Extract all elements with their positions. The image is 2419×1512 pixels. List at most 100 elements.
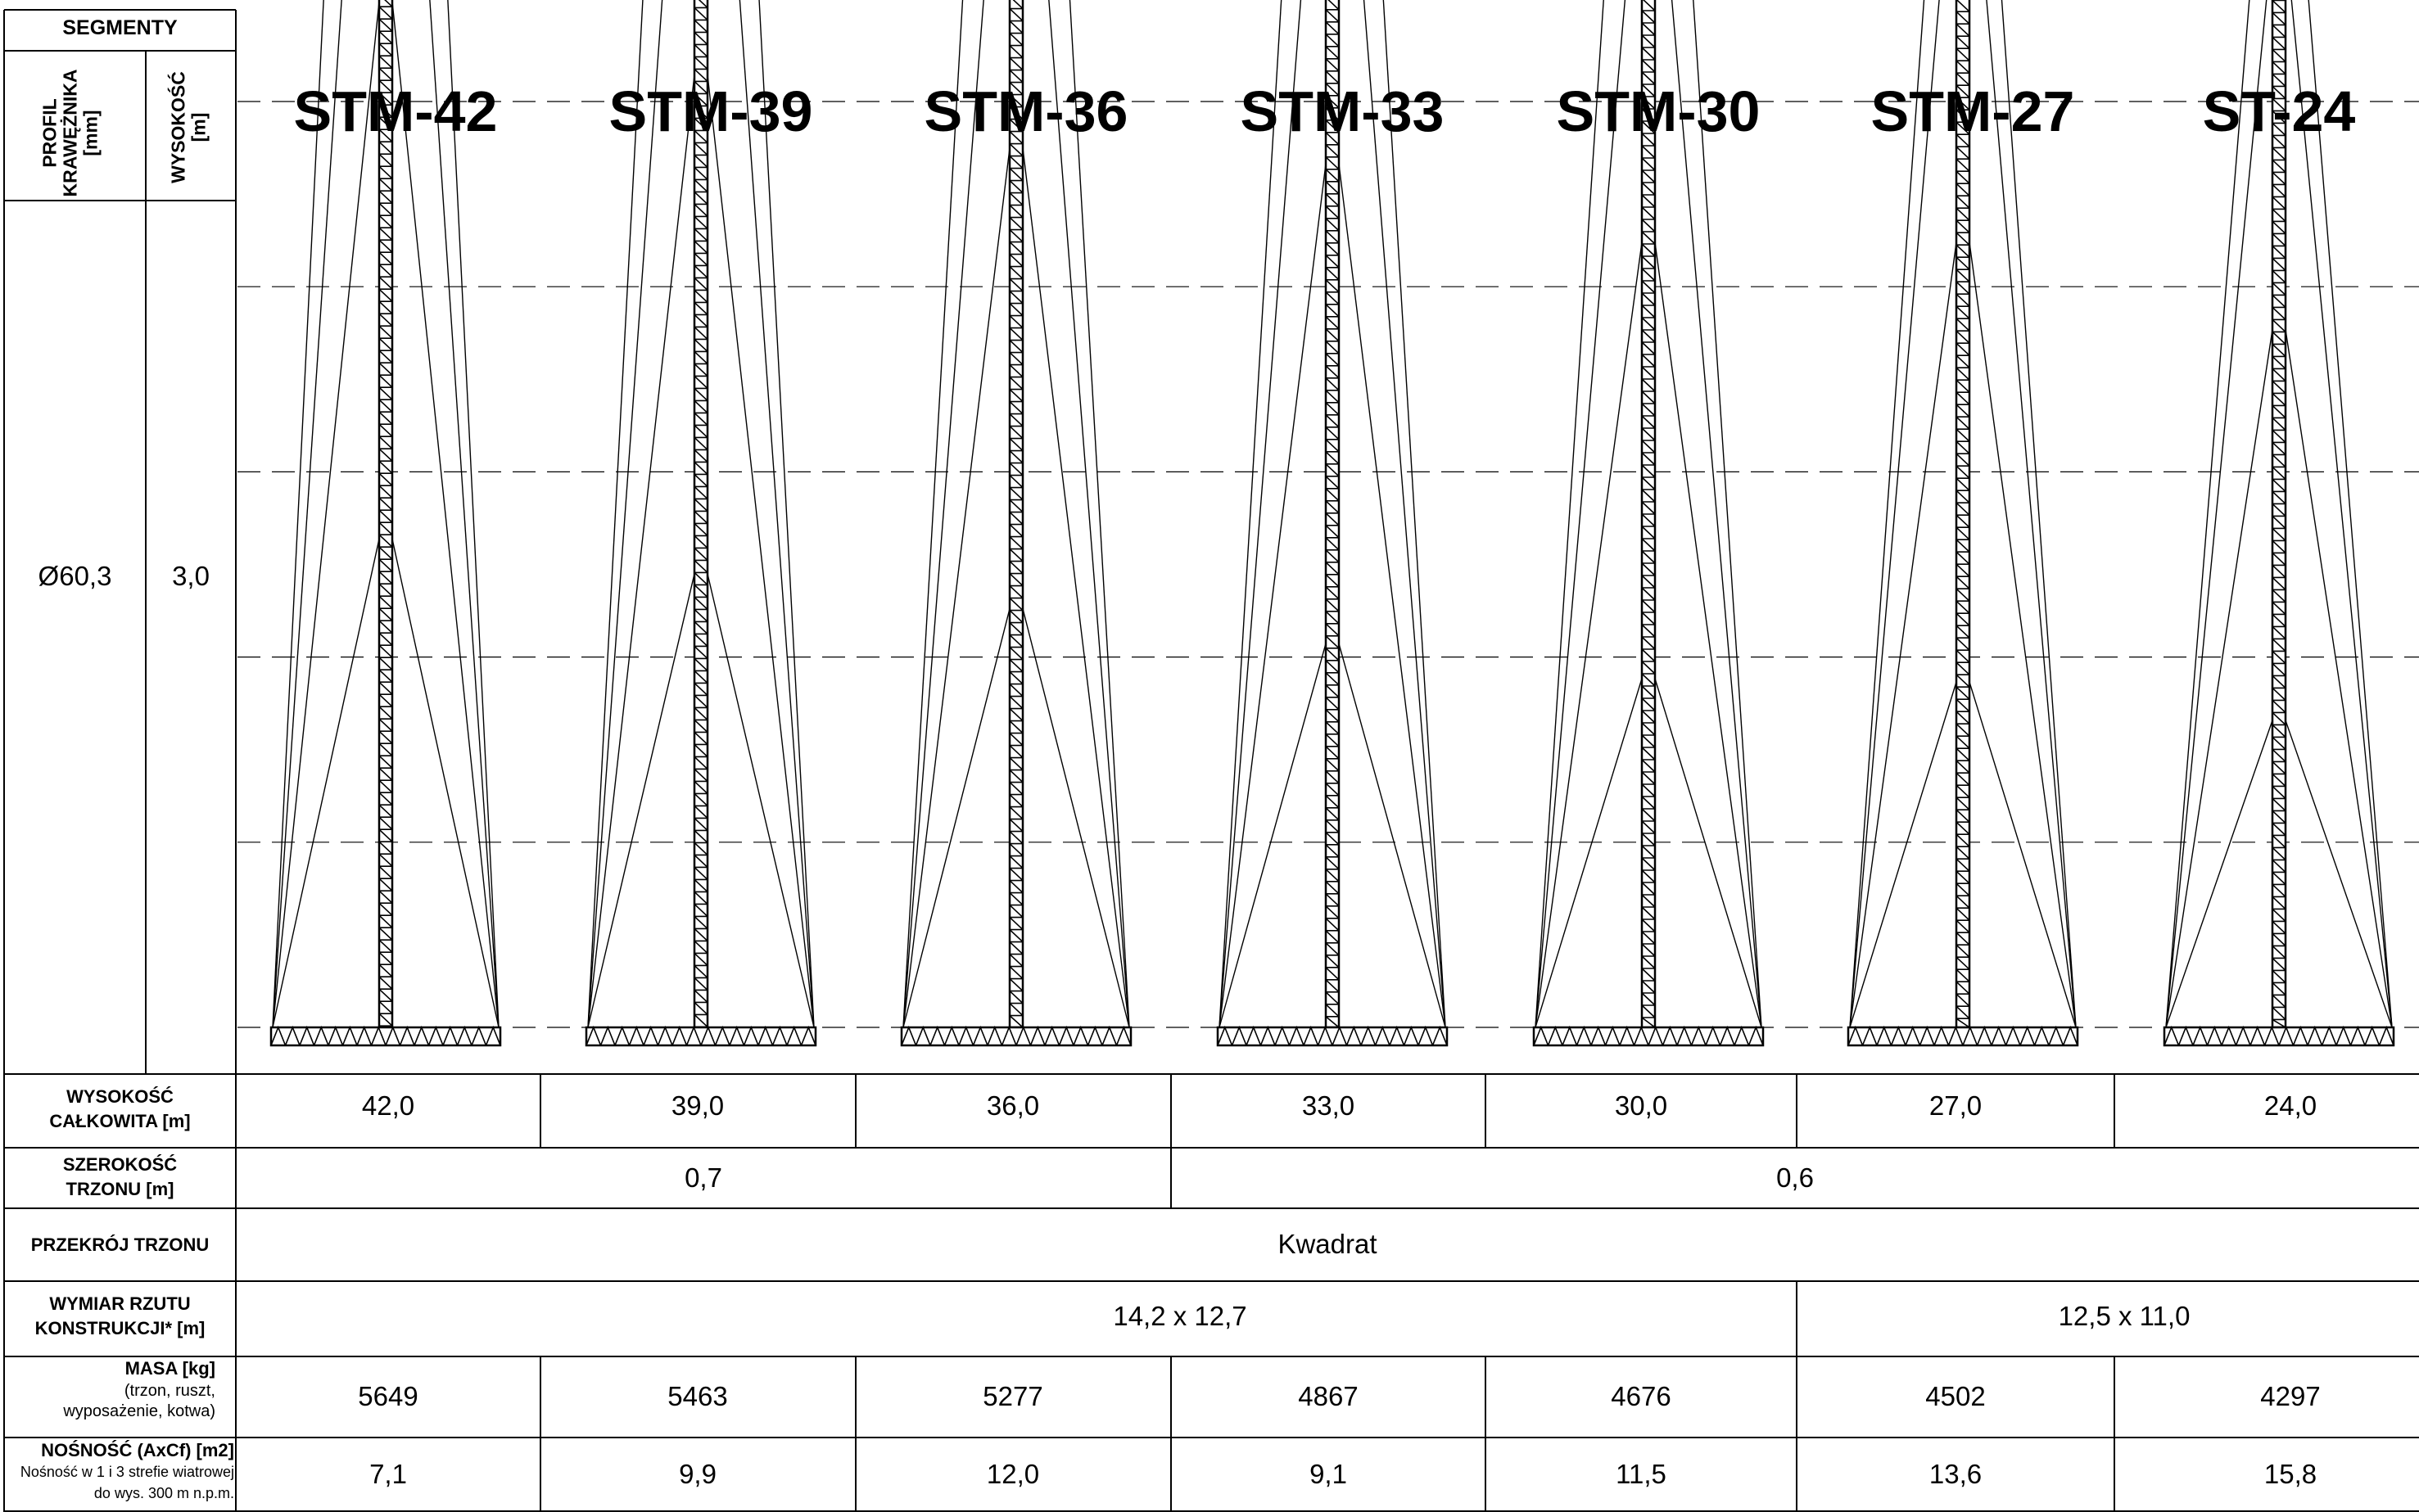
base-truss bbox=[270, 1025, 501, 1046]
guy-wire bbox=[1015, 93, 1130, 1028]
mast-stm-33 bbox=[1216, 0, 1449, 1047]
mast-lattice bbox=[2272, 0, 2286, 1028]
guy-wire bbox=[2165, 287, 2280, 1028]
guy-wire bbox=[1535, 0, 1604, 1028]
base-truss bbox=[1847, 1025, 2078, 1046]
guy-wire bbox=[1332, 620, 1446, 1028]
base-truss bbox=[1217, 1025, 1448, 1046]
guy-wire bbox=[2165, 701, 2280, 1028]
mast-lattice bbox=[1641, 0, 1656, 1028]
wysokosc-value: 3,0 bbox=[172, 561, 210, 591]
guy-wire bbox=[2290, 0, 2393, 1028]
wysokosc-calkowita-value: 33,0 bbox=[1301, 1090, 1355, 1121]
mast-lattice bbox=[378, 0, 393, 1028]
mast-title-st-24: ST-24 bbox=[2202, 79, 2356, 143]
guy-wire bbox=[902, 0, 964, 1028]
nosnosc-value: 9,9 bbox=[679, 1459, 717, 1489]
guy-wire bbox=[272, 0, 324, 1028]
mast-title-stm-30: STM-30 bbox=[1556, 79, 1761, 143]
row-label-wysokosc-calkowita: WYSOKOŚĆ CAŁKOWITA [m] bbox=[4, 1085, 236, 1134]
row-label-wymiar-rzutu: WYMIAR RZUTU KONSTRUKCJI* [m] bbox=[4, 1292, 236, 1341]
guy-wire bbox=[1849, 0, 1925, 1028]
wymiar-group-1: 14,2 x 12,7 bbox=[1113, 1301, 1247, 1331]
guy-wire bbox=[902, 0, 984, 1028]
guy-wire bbox=[447, 0, 500, 1028]
guy-wire bbox=[902, 582, 1017, 1028]
guy-wire bbox=[1332, 111, 1446, 1028]
sublabel-line: do wys. 300 m n.p.m. bbox=[93, 1485, 234, 1501]
guy-wire bbox=[1535, 0, 1626, 1028]
przekroj-value: Kwadrat bbox=[1277, 1229, 1377, 1259]
label-line: NOŚNOŚĆ (AxCf) [m2] bbox=[41, 1440, 234, 1460]
mast-lattice bbox=[694, 0, 708, 1028]
wysokosc-line-2: [m] bbox=[188, 112, 210, 142]
mast-title-stm-27: STM-27 bbox=[1870, 79, 2075, 143]
guy-wire bbox=[758, 0, 815, 1028]
wysokosc-calkowita-value: 27,0 bbox=[1928, 1090, 1983, 1121]
guy-wire bbox=[700, 545, 815, 1028]
row-label-przekroj-trzonu: PRZEKRÓJ TRZONU bbox=[4, 1233, 236, 1257]
profil-line-1: PROFIL bbox=[38, 98, 61, 168]
guy-wire bbox=[272, 508, 387, 1028]
nosnosc-value: 7,1 bbox=[369, 1459, 407, 1489]
wysokosc-calkowita-value: 39,0 bbox=[671, 1090, 725, 1121]
guy-wire bbox=[2278, 701, 2393, 1028]
label-line: TRZONU [m] bbox=[66, 1179, 174, 1199]
mast-stm-39 bbox=[585, 0, 817, 1047]
szerokosc-group-2: 0,6 bbox=[1776, 1162, 1814, 1193]
nosnosc-value: 13,6 bbox=[1928, 1459, 1983, 1489]
sublabel-line: (trzon, ruszt, bbox=[124, 1382, 215, 1400]
guy-wire bbox=[1535, 657, 1649, 1028]
guy-wire bbox=[1382, 0, 1446, 1028]
masa-value: 4502 bbox=[1925, 1381, 1986, 1411]
row-label-nosnosc: NOŚNOŚĆ (AxCf) [m2] Nośność w 1 i 3 stre… bbox=[0, 1440, 234, 1504]
guy-wire bbox=[1962, 194, 2077, 1028]
guy-wire bbox=[587, 0, 644, 1028]
base-truss bbox=[2164, 1025, 2394, 1046]
guy-wire bbox=[1219, 111, 1333, 1028]
row-label-masa: MASA [kg] (trzon, ruszt, wyposażenie, ko… bbox=[4, 1356, 215, 1422]
segmenty-header: SEGMENTY bbox=[4, 16, 236, 40]
mast-title-stm-42: STM-42 bbox=[293, 79, 498, 143]
wysokosc-calkowita-value: 30,0 bbox=[1614, 1090, 1668, 1121]
guy-wire bbox=[739, 0, 815, 1028]
profil-value: Ø60,3 bbox=[38, 561, 112, 591]
nosnosc-value: 11,5 bbox=[1616, 1459, 1666, 1489]
guy-wire bbox=[1015, 582, 1130, 1028]
guy-wire bbox=[272, 0, 380, 1028]
guy-wire bbox=[587, 16, 702, 1028]
guy-wire bbox=[902, 93, 1017, 1028]
segmenty-label: SEGMENTY bbox=[62, 16, 178, 39]
guy-wire bbox=[1962, 660, 2077, 1028]
guy-wire bbox=[587, 0, 663, 1028]
mast-lattice bbox=[1009, 0, 1024, 1028]
mast-stm-30 bbox=[1532, 0, 1765, 1047]
masa-value: 5649 bbox=[358, 1381, 418, 1411]
mast-title-stm-36: STM-36 bbox=[924, 79, 1128, 143]
guy-wire bbox=[272, 0, 342, 1028]
guy-wire bbox=[1986, 0, 2077, 1028]
label-line: KONSTRUKCJI* [m] bbox=[34, 1318, 206, 1338]
guy-wire bbox=[1069, 0, 1130, 1028]
guy-wire bbox=[2001, 0, 2077, 1028]
wysokosc-header: WYSOKOŚĆ [m] bbox=[168, 54, 214, 201]
guy-wire bbox=[2165, 0, 2268, 1028]
label-line: SZEROKOŚĆ bbox=[62, 1154, 178, 1175]
guy-wire bbox=[1219, 0, 1302, 1028]
wysokosc-calkowita-value: 24,0 bbox=[2263, 1090, 2317, 1121]
wysokosc-calkowita-value: 42,0 bbox=[361, 1090, 415, 1121]
masa-value: 5463 bbox=[667, 1381, 728, 1411]
label-line: WYSOKOŚĆ bbox=[66, 1086, 174, 1107]
guy-wire bbox=[700, 16, 815, 1028]
masa-value: 4297 bbox=[2260, 1381, 2321, 1411]
guy-wire bbox=[1535, 194, 1649, 1028]
guy-wire bbox=[587, 545, 702, 1028]
mast-st-24 bbox=[2163, 0, 2395, 1047]
base-truss bbox=[901, 1025, 1132, 1046]
wysokosc-calkowita-value: 36,0 bbox=[986, 1090, 1040, 1121]
nosnosc-value: 9,1 bbox=[1309, 1459, 1347, 1489]
guy-wire bbox=[1219, 0, 1282, 1028]
guy-wire bbox=[1648, 194, 1762, 1028]
sublabel-line: wyposażenie, kotwa) bbox=[63, 1402, 215, 1420]
